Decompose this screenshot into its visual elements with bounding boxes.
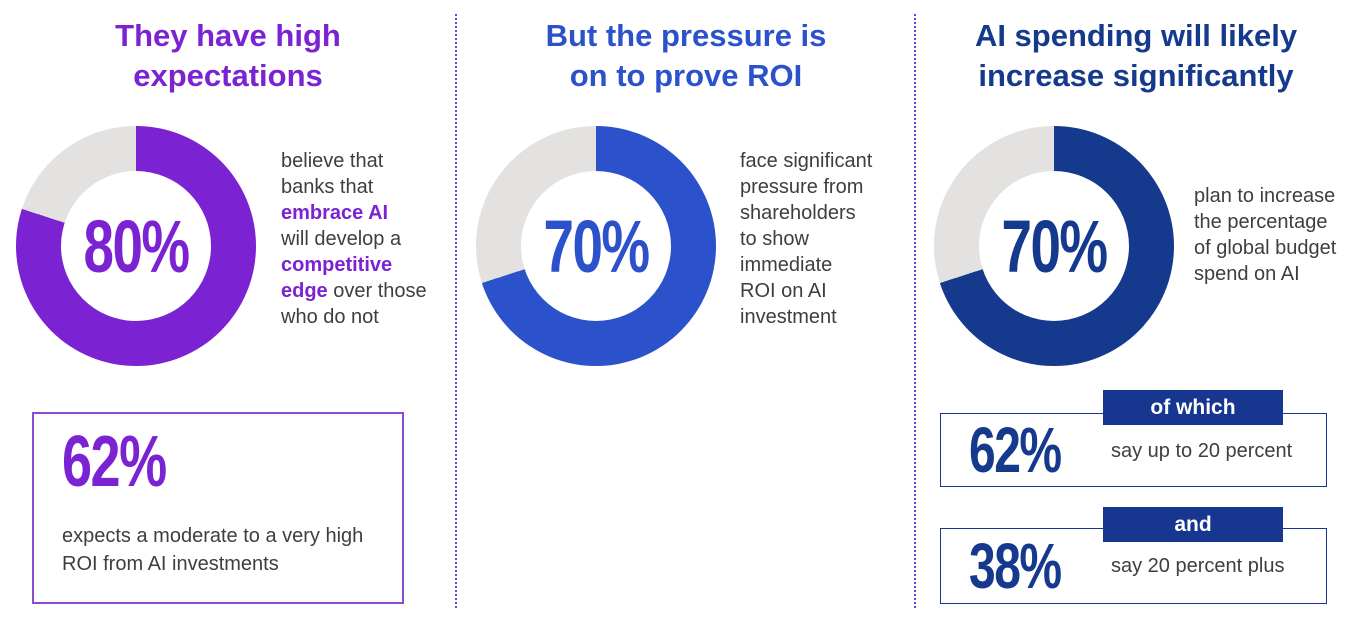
donut-hole: 70% (521, 171, 671, 321)
donut-description: believe that banks that embrace AI will dev… (281, 150, 427, 328)
dotted-column-divider (455, 14, 457, 608)
donut-percentage: 80% (83, 204, 190, 288)
stat-description: expects a moderate to a very high ROI fro… (62, 525, 364, 575)
column-title: AI spending will likely increase signific… (974, 18, 1298, 93)
donut-hole: 70% (979, 171, 1129, 321)
donut-description: plan to increase the percentage of global … (1194, 185, 1337, 285)
column-title: But the pressure is on to prove ROI (545, 18, 827, 93)
donut-chart-70-navy: 70% (934, 126, 1174, 366)
donut-chart-80: 80% (16, 126, 256, 366)
donut-percentage: 70% (1001, 204, 1108, 288)
column-pressure-roi: But the pressure is on to prove ROI 70% f… (456, 0, 916, 624)
stat-tab-of-which: of which (1103, 390, 1283, 425)
column-title: They have high expectations (115, 18, 341, 93)
donut-hole: 80% (61, 171, 211, 321)
stat-value: 38% (969, 530, 1062, 602)
donut-description: face significant pressure from shareholder… (740, 150, 873, 328)
column-ai-spending: AI spending will likely increase signific… (916, 0, 1356, 624)
stat-value: 62% (62, 422, 167, 502)
stat-description: say up to 20 percent (1111, 440, 1293, 462)
column-high-expectations: They have high expectations 80% believe t… (0, 0, 456, 624)
stat-box-62-percent: 62% expects a moderate to a very high ROI… (32, 412, 404, 604)
donut-chart-70-blue: 70% (476, 126, 716, 366)
stat-box-62-percent: 62% say up to 20 percent (940, 413, 1327, 487)
stat-tab-and: and (1103, 507, 1283, 542)
donut-percentage: 70% (543, 204, 650, 288)
stat-value: 62% (969, 414, 1062, 486)
dotted-column-divider (914, 14, 916, 608)
stat-description: say 20 percent plus (1111, 555, 1285, 577)
